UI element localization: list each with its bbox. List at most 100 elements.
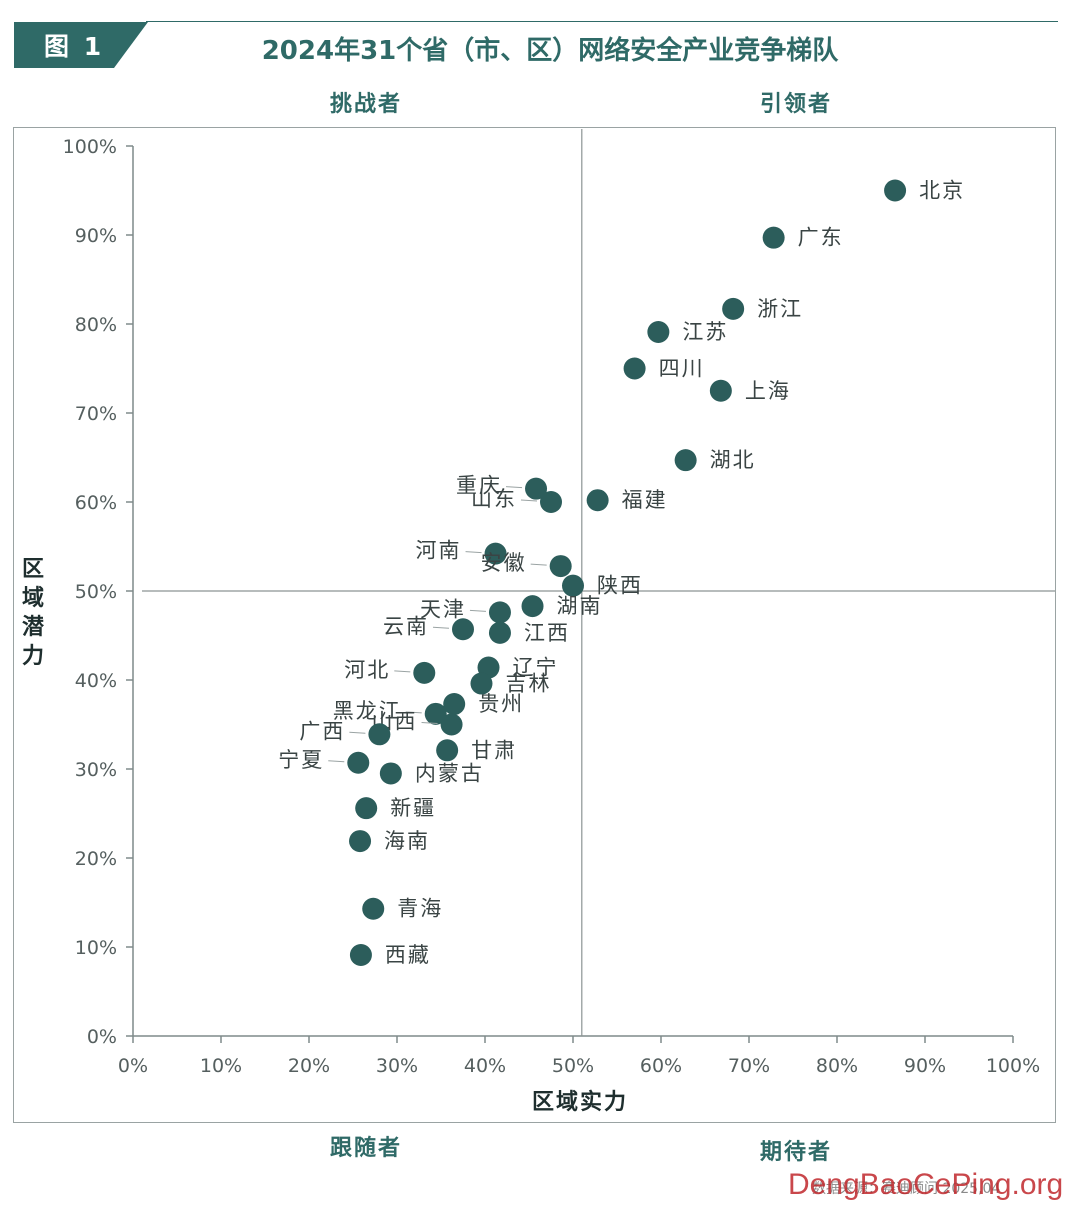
point-label: 湖南: [557, 594, 603, 618]
data-point: [443, 693, 466, 716]
data-point: [549, 555, 572, 578]
data-point: [709, 379, 732, 402]
y-tick-label: 50%: [75, 581, 117, 603]
data-point: [452, 618, 474, 641]
point-label: 陕西: [597, 574, 643, 598]
point-label: 内蒙古: [415, 761, 484, 785]
x-tick-label: 60%: [640, 1055, 682, 1077]
point-label: 北京: [919, 179, 965, 203]
point-label: 重庆: [456, 474, 502, 498]
leader-line: [405, 711, 422, 714]
data-point: [368, 723, 391, 746]
quadrant-label-challenger: 挑战者: [330, 92, 403, 117]
x-tick-label: 30%: [376, 1055, 418, 1077]
y-tick-label: 20%: [75, 848, 117, 870]
point-label: 浙江: [757, 297, 803, 321]
y-tick-label: 70%: [75, 403, 117, 425]
watermark: DengBaoCePing.org: [788, 1168, 1064, 1201]
point-label: 福建: [622, 488, 668, 512]
figure-label: 图 1: [44, 32, 105, 61]
point-label: 吉林: [505, 672, 551, 696]
point-label: 甘肃: [471, 738, 517, 762]
data-point: [484, 542, 507, 565]
data-point: [347, 751, 370, 774]
leader-line: [465, 551, 482, 554]
x-axis-label: 区域实力: [531, 1090, 628, 1115]
data-point: [349, 944, 372, 967]
data-point: [586, 489, 609, 512]
leader-line: [421, 722, 438, 724]
y-tick-label: 30%: [75, 759, 117, 781]
x-tick-label: 20%: [288, 1055, 330, 1077]
x-tick-label: 70%: [728, 1055, 770, 1077]
leader-line: [328, 760, 345, 763]
point-label: 四川: [659, 357, 705, 381]
data-point: [440, 713, 463, 736]
leader-line: [469, 609, 486, 612]
point-label: 宁夏: [278, 748, 324, 772]
point-label: 安徽: [481, 551, 527, 575]
y-axis-label: 区域潜力: [21, 557, 44, 669]
data-point: [525, 477, 548, 500]
point-label: 广东: [798, 226, 844, 250]
data-point: [424, 702, 447, 725]
data-point: [521, 595, 544, 618]
data-point: [379, 762, 402, 785]
x-tick-label: 100%: [986, 1055, 1040, 1077]
data-point: [349, 830, 372, 853]
leader-line: [349, 731, 366, 734]
leader-line: [432, 626, 450, 629]
data-point: [647, 321, 670, 344]
point-label: 河南: [416, 539, 462, 563]
point-label: 河北: [344, 658, 390, 682]
leader-line: [394, 670, 411, 673]
point-label: 海南: [384, 829, 430, 853]
data-point: [884, 179, 907, 202]
x-tick-label: 80%: [816, 1055, 858, 1077]
point-label: 江西: [524, 621, 570, 645]
data-point: [413, 661, 436, 684]
data-point: [488, 601, 511, 624]
data-point: [436, 739, 459, 762]
point-label: 青海: [397, 897, 443, 921]
data-point: [623, 357, 646, 380]
x-tick-label: 50%: [552, 1055, 594, 1077]
quadrant-label-follower: 跟随者: [330, 1136, 403, 1161]
y-tick-label: 90%: [75, 225, 117, 247]
figure-badge: [14, 22, 148, 68]
x-tick-label: 40%: [464, 1055, 506, 1077]
point-label: 贵州: [478, 692, 524, 716]
point-label: 上海: [745, 379, 791, 403]
x-tick-label: 10%: [200, 1055, 242, 1077]
point-label: 江苏: [682, 320, 728, 344]
point-label: 辽宁: [513, 656, 559, 680]
x-tick-label: 0%: [118, 1055, 148, 1077]
data-point: [362, 897, 385, 920]
point-label: 西藏: [385, 943, 431, 967]
plot-frame: [13, 127, 1056, 1123]
y-tick-label: 80%: [75, 314, 117, 336]
data-point: [674, 449, 697, 472]
point-label: 云南: [383, 614, 429, 638]
data-point: [355, 797, 378, 820]
leader-line: [506, 486, 523, 489]
quadrant-label-leader: 引领者: [760, 92, 833, 117]
data-point: [488, 621, 511, 644]
y-tick-label: 10%: [75, 937, 117, 959]
x-tick-label: 90%: [904, 1055, 946, 1077]
title-rule: [146, 21, 1058, 22]
point-label: 湖北: [710, 448, 756, 472]
y-tick-label: 60%: [75, 492, 117, 514]
data-point: [562, 574, 584, 597]
point-label: 山东: [471, 487, 517, 511]
data-point: [470, 672, 493, 695]
data-point: [762, 226, 785, 249]
point-label: 天津: [420, 597, 466, 621]
chart-title: 2024年31个省（市、区）网络安全产业竞争梯队: [261, 36, 839, 66]
y-tick-label: 0%: [87, 1026, 117, 1048]
point-label: 新疆: [390, 796, 436, 820]
source-note: 数据来源：赛迪顾问 2025,04: [812, 1181, 1001, 1197]
point-label: 黑龙江: [333, 699, 402, 723]
leader-line: [530, 563, 547, 566]
